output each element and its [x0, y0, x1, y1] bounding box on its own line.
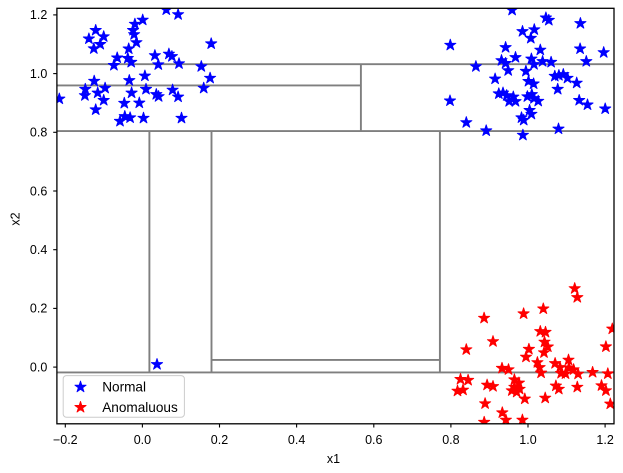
svg-text:1.0: 1.0: [30, 67, 47, 81]
svg-text:0.6: 0.6: [30, 184, 47, 198]
svg-text:0.8: 0.8: [442, 433, 459, 447]
svg-text:0.0: 0.0: [134, 433, 151, 447]
svg-text:0.0: 0.0: [30, 360, 47, 374]
svg-text:x1: x1: [327, 452, 340, 466]
svg-text:1.0: 1.0: [519, 433, 536, 447]
svg-text:x2: x2: [8, 212, 22, 225]
svg-text:1.2: 1.2: [596, 433, 613, 447]
svg-text:1.2: 1.2: [30, 8, 47, 22]
svg-text:0.2: 0.2: [30, 302, 47, 316]
svg-text:0.2: 0.2: [211, 433, 228, 447]
svg-text:Anomaluous: Anomaluous: [102, 400, 178, 415]
svg-text:Normal: Normal: [102, 380, 146, 395]
svg-text:0.6: 0.6: [365, 433, 382, 447]
svg-text:0.4: 0.4: [288, 433, 305, 447]
svg-text:0.8: 0.8: [30, 126, 47, 140]
svg-text:−0.2: −0.2: [53, 433, 78, 447]
svg-text:0.4: 0.4: [30, 243, 47, 257]
